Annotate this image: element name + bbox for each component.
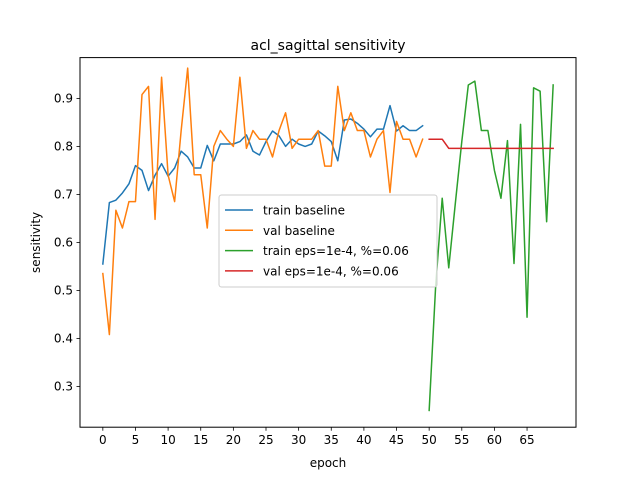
series-line-0	[102, 104, 424, 265]
series-line-1	[102, 67, 424, 336]
y-axis: 0.3 0.4 0.5 0.6 0.7 0.8 0.9	[54, 91, 80, 393]
legend-label-1: val baseline	[263, 224, 335, 238]
x-tick-label: 30	[291, 433, 306, 447]
y-axis-label: sensitivity	[29, 212, 43, 273]
legend-label-2: train eps=1e-4, %=0.06	[263, 244, 409, 258]
chart-title: acl_sagittal sensitivity	[250, 38, 405, 54]
y-tick-label: 0.7	[54, 187, 73, 201]
x-tick-label: 15	[193, 433, 208, 447]
y-tick-label: 0.4	[54, 331, 73, 345]
x-tick-label: 60	[487, 433, 502, 447]
x-axis-label: epoch	[310, 456, 347, 470]
y-tick-label: 0.3	[54, 379, 73, 393]
series-line-2	[428, 80, 554, 412]
x-tick-label: 0	[99, 433, 107, 447]
series-layer	[102, 67, 554, 412]
y-tick-label: 0.5	[54, 283, 73, 297]
x-tick-label: 10	[160, 433, 175, 447]
x-tick-label: 40	[356, 433, 371, 447]
x-tick-label: 45	[389, 433, 404, 447]
x-tick-label: 25	[258, 433, 273, 447]
x-tick-label: 5	[132, 433, 140, 447]
legend-label-0: train baseline	[263, 204, 345, 218]
legend: train baseline val baseline train eps=1e-4…	[218, 194, 438, 288]
x-tick-label: 65	[519, 433, 534, 447]
series-line-3	[428, 138, 554, 150]
x-axis: 0 5 10 15 20 25 30 35 40 45 50 55 60 65	[99, 427, 535, 447]
legend-box	[218, 194, 438, 288]
x-tick-label: 55	[454, 433, 469, 447]
x-tick-label: 20	[226, 433, 241, 447]
y-tick-label: 0.9	[54, 91, 73, 105]
y-tick-label: 0.8	[54, 139, 73, 153]
legend-label-3: val eps=1e-4, %=0.06	[263, 264, 399, 278]
y-tick-label: 0.6	[54, 235, 73, 249]
x-tick-label: 35	[324, 433, 339, 447]
x-tick-label: 50	[422, 433, 437, 447]
